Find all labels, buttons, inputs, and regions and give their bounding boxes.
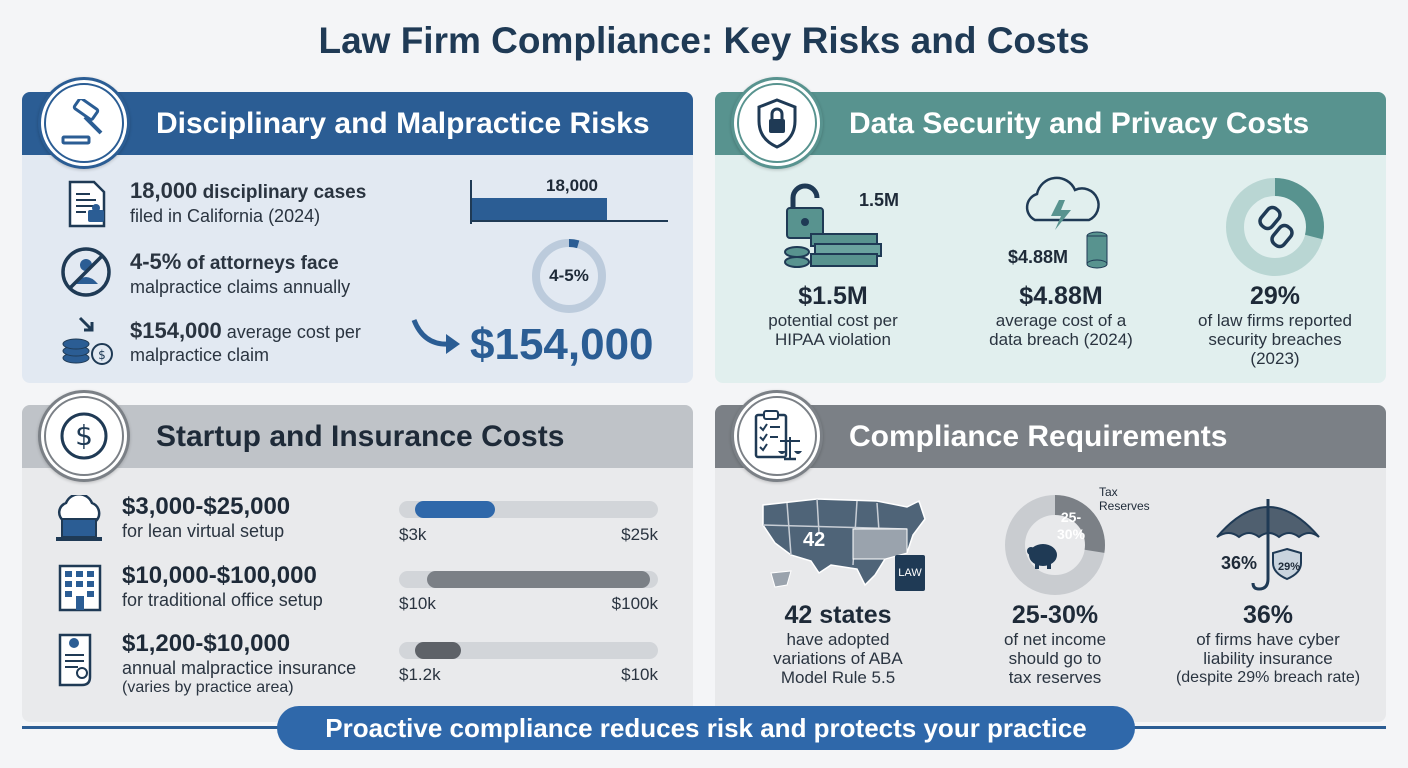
umbrella-shield-icon — [1216, 499, 1320, 591]
no-attorney-icon — [61, 247, 111, 297]
range-max: $10k — [621, 665, 658, 684]
page-title: Law Firm Compliance: Key Risks and Costs — [318, 20, 1090, 61]
malpractice-donut — [532, 239, 606, 313]
gavel-icon — [61, 99, 103, 145]
startup-badge: $ — [38, 390, 130, 482]
breach-cost-stat: $4.88M average cost of a data breach (20… — [989, 282, 1133, 349]
hipaa-stat: $1.5M potential cost per HIPAA violation — [768, 282, 898, 349]
icon-label: $4.88M — [1008, 247, 1069, 267]
office-setup-stat: $10,000-$100,000 for traditional office … — [122, 562, 323, 610]
panel-title: Data Security and Privacy Costs — [715, 92, 1386, 155]
range-min: $10k — [399, 594, 436, 613]
tax-reserves-label: Tax Reserves — [1099, 485, 1150, 513]
range-fill — [427, 571, 651, 588]
dollar-icon: $ — [60, 412, 108, 460]
footer-banner: Proactive compliance reduces risk and pr… — [277, 706, 1135, 750]
range-fill — [414, 501, 495, 518]
document-stamp-icon — [68, 180, 106, 228]
bar-baseline — [472, 220, 668, 222]
tax-donut — [1005, 495, 1105, 595]
malpractice-rate-stat: 4-5% of attorneys face malpractice claim… — [130, 249, 351, 297]
curved-arrow-icon — [411, 319, 460, 354]
unlocked-cash-icon — [784, 183, 882, 268]
range-track — [399, 571, 658, 588]
piggy-bank-icon — [1027, 544, 1057, 569]
claim-cost-highlight: $154,000 — [470, 320, 654, 369]
range-max: $25k — [621, 525, 658, 544]
donut-label: 4-5% — [549, 266, 589, 285]
range-min: $3k — [399, 525, 427, 544]
panel-title: Compliance Requirements — [715, 405, 1386, 468]
office-building-icon — [58, 564, 102, 612]
compliance-badge — [731, 390, 823, 482]
us-map-icon — [762, 498, 926, 588]
claim-cost-stat: $154,000 average cost per malpractice cl… — [130, 318, 361, 365]
cyber-insurance-stat: 36% of firms have cyber liability insura… — [1175, 601, 1361, 686]
svg-text:$: $ — [98, 348, 106, 362]
range-fill — [414, 642, 462, 659]
tax-stat: 25-30% of net income should go to tax re… — [1003, 601, 1107, 687]
insurance-scroll-icon — [58, 633, 92, 687]
broken-link-icon — [1258, 205, 1294, 249]
icon-label: 36% — [1221, 553, 1258, 573]
shield-lock-icon — [757, 98, 797, 149]
startup-panel: Startup and Insurance Costs $3,000-$25,0… — [22, 405, 693, 722]
panel-title: Disciplinary and Malpractice Risks — [22, 92, 693, 155]
range-min: $1.2k — [399, 665, 441, 684]
range-track — [399, 642, 658, 659]
cases-bar-label: 18,000 — [546, 176, 598, 195]
virtual-setup-stat: $3,000-$25,000 for lean virtual setup — [122, 493, 291, 541]
firm-breach-stat: 29% of law firms reported security breac… — [1198, 282, 1352, 368]
range-max: $100k — [611, 594, 658, 613]
disciplinary-cases-stat: 18,000 disciplinary cases filed in Calif… — [130, 178, 367, 226]
states-stat: 42 states have adopted variations of ABA… — [773, 601, 903, 687]
disciplinary-panel: Disciplinary and Malpractice Risks 18,00… — [22, 92, 693, 383]
range-track — [399, 501, 658, 518]
cloud-laptop-icon — [56, 495, 102, 541]
compliance-panel: Compliance Requirements 42 LAW 42 states… — [715, 405, 1386, 722]
data-security-panel: Data Security and Privacy Costs 1.5M $1.… — [715, 92, 1386, 383]
coins-down-icon: $ — [62, 316, 113, 365]
breach-donut — [1226, 178, 1324, 276]
icon-label: 42 — [803, 529, 826, 551]
cases-bar — [472, 198, 607, 220]
icon-label: 1.5M — [859, 190, 900, 210]
shield-label: 29% — [1277, 561, 1301, 573]
data-security-badge — [731, 77, 823, 169]
disciplinary-badge — [38, 77, 130, 169]
svg-text:$: $ — [75, 419, 93, 452]
bar-axis — [470, 180, 472, 224]
checklist-scales-icon — [754, 410, 802, 461]
insurance-stat: $1,200-$10,000 annual malpractice insura… — [122, 630, 357, 696]
cloud-lightning-icon — [1025, 176, 1108, 269]
panel-title: Startup and Insurance Costs — [22, 405, 693, 468]
icon-label: 25- 30% — [1057, 509, 1086, 542]
law-book-icon: LAW — [895, 555, 925, 591]
